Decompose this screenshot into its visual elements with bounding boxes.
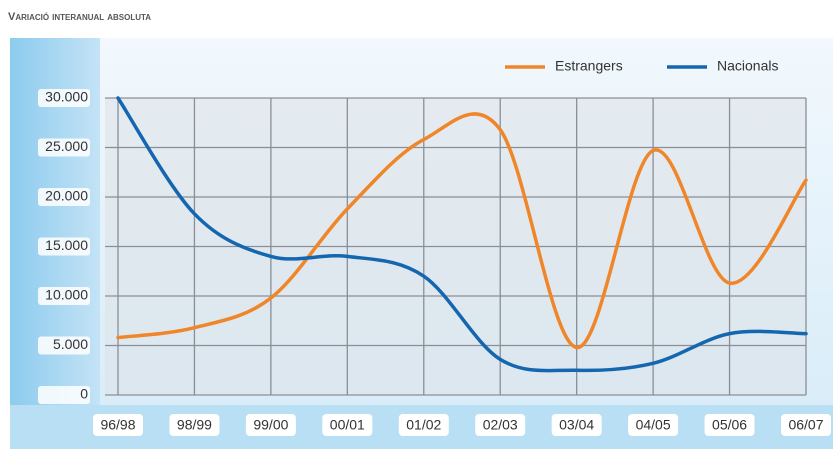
x-tick-label: 05/06 (712, 417, 747, 433)
y-tick-label: 15.000 (45, 237, 88, 253)
y-tick-label: 25.000 (45, 138, 88, 154)
y-tick-box (38, 386, 90, 404)
y-tick-box (38, 237, 90, 256)
x-tick-box (398, 414, 449, 436)
x-tick-label: 98/99 (177, 417, 212, 433)
x-tick-box (551, 414, 602, 436)
legend-label: Nacionals (717, 58, 778, 74)
x-tick-box (475, 414, 526, 436)
x-tick-box (704, 414, 755, 436)
x-tick-box (781, 414, 831, 436)
y-tick-box (38, 336, 90, 355)
y-tick-box (38, 188, 90, 206)
x-tick-label: 06/07 (788, 417, 823, 433)
x-tick-label: 00/01 (330, 417, 365, 433)
series-line (116, 112, 808, 350)
y-tick-label: 20.000 (45, 188, 88, 204)
y-tick-label: 0 (80, 386, 88, 402)
x-tick-label: 01/02 (406, 417, 441, 433)
chart-title: Variació interanual absoluta (8, 11, 151, 23)
y-tick-box (38, 89, 90, 107)
x-tick-box (628, 414, 679, 436)
series-line (116, 96, 808, 373)
x-tick-box (93, 414, 143, 436)
x-tick-label: 04/05 (636, 417, 671, 433)
x-tick-label: 96/98 (100, 417, 135, 433)
x-tick-box (322, 414, 373, 436)
y-tick-label: 5.000 (53, 336, 88, 352)
y-tick-box (38, 287, 90, 305)
x-tick-box (245, 414, 296, 436)
x-tick-box (169, 414, 220, 436)
y-tick-label: 30.000 (45, 89, 88, 105)
y-tick-label: 10.000 (45, 287, 88, 303)
y-tick-box (38, 138, 90, 157)
legend-label: Estrangers (555, 58, 623, 74)
x-tick-label: 03/04 (559, 417, 594, 433)
x-tick-label: 99/00 (253, 417, 288, 433)
x-tick-label: 02/03 (483, 417, 518, 433)
